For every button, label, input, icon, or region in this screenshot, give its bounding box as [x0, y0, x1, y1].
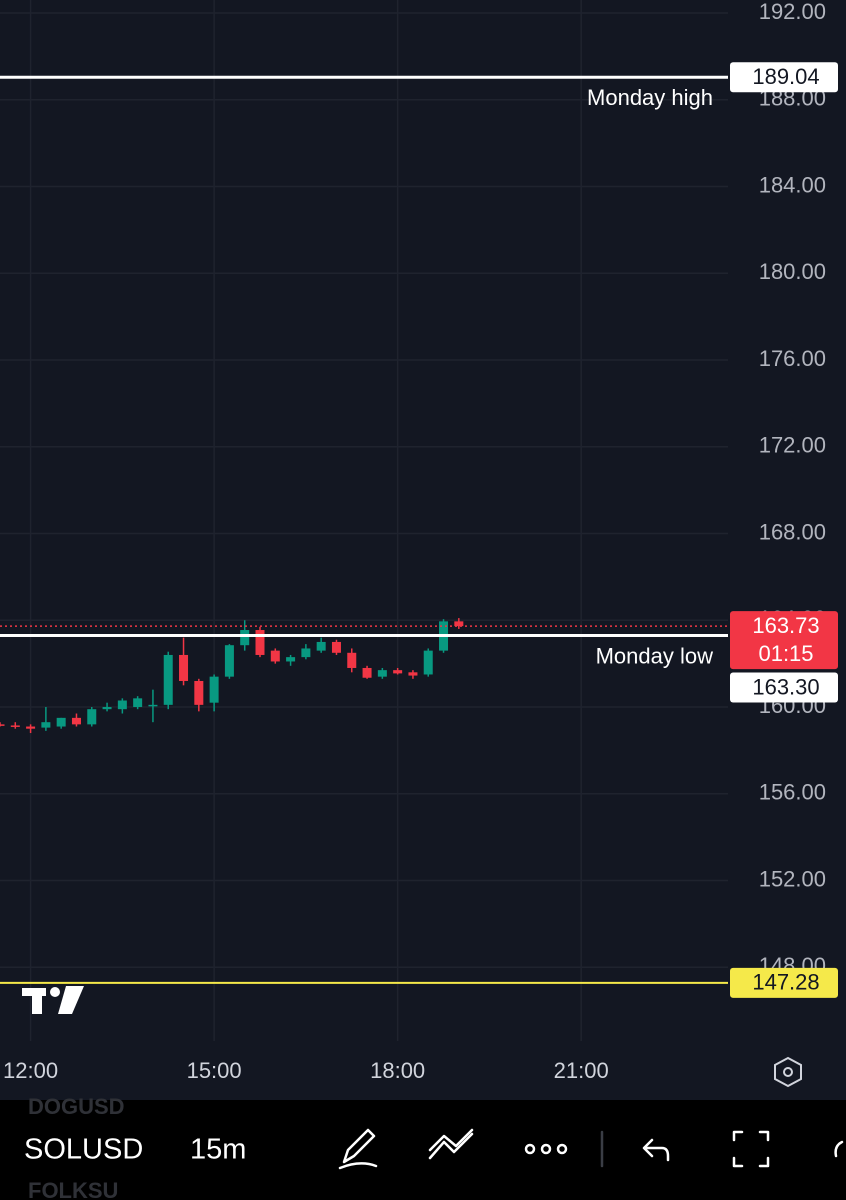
- candle-body: [102, 707, 112, 710]
- candle-body: [148, 704, 158, 707]
- candle-body: [301, 648, 311, 658]
- more-tools-button[interactable]: [834, 1140, 844, 1158]
- y-tick-label: 176.00: [759, 346, 826, 371]
- y-tick-label: 184.00: [759, 172, 826, 197]
- y-tick-label: 152.00: [759, 866, 826, 891]
- x-tick-label: 21:00: [554, 1058, 609, 1083]
- settings-button[interactable]: [774, 1056, 802, 1088]
- candle-body: [393, 670, 403, 674]
- y-tick-label: 192.00: [759, 0, 826, 24]
- logo-part: [50, 987, 60, 997]
- y-tick-label: 180.00: [759, 259, 826, 284]
- indicators-button[interactable]: [428, 1128, 474, 1160]
- more-dot: [540, 1143, 552, 1155]
- logo: [22, 986, 84, 1014]
- candle-body: [347, 652, 357, 668]
- candle-body: [331, 641, 341, 653]
- level-label: 189.04: [752, 64, 819, 89]
- candle-body: [316, 641, 326, 651]
- candle-body: [179, 654, 189, 681]
- level-name: Monday high: [587, 85, 713, 110]
- x-tick-label: 12:00: [3, 1058, 58, 1083]
- level-label: 147.28: [752, 970, 819, 995]
- candle-body: [377, 670, 387, 677]
- candle-body: [362, 667, 372, 678]
- candle-body: [117, 700, 127, 710]
- grid: [0, 0, 728, 1041]
- undo-button[interactable]: [642, 1138, 670, 1162]
- candle-body: [10, 725, 20, 727]
- draw-tool-button[interactable]: [338, 1128, 378, 1170]
- x-tick-label: 18:00: [370, 1058, 425, 1083]
- candle-body: [270, 650, 280, 662]
- fullscreen-button[interactable]: [732, 1130, 770, 1168]
- candle-body: [194, 680, 204, 705]
- watchlist-item[interactable]: FOLKSU: [28, 1178, 118, 1200]
- level-label: 163.30: [752, 674, 819, 699]
- y-tick-label: 156.00: [759, 780, 826, 805]
- candle-body: [423, 650, 433, 675]
- level-label-box: [730, 672, 838, 703]
- watchlist-item[interactable]: DOGUSD: [28, 1094, 125, 1119]
- y-tick-label: 172.00: [759, 433, 826, 458]
- candle-body: [87, 709, 97, 725]
- last-price-box: [730, 611, 838, 670]
- candle-body: [209, 676, 219, 703]
- logo-part: [58, 986, 84, 1014]
- level-label-box: [730, 967, 838, 998]
- x-tick-label: 15:00: [187, 1058, 242, 1083]
- candle-body: [286, 657, 296, 662]
- level-name: Monday low: [596, 643, 714, 668]
- settings-icon: [783, 1067, 793, 1077]
- y-tick-label: 168.00: [759, 519, 826, 544]
- settings-icon: [774, 1056, 802, 1088]
- candle-body: [133, 698, 143, 708]
- candle-body: [0, 724, 5, 726]
- candle-body: [240, 630, 250, 646]
- candle-body: [408, 672, 418, 676]
- plot: Monday high Monday low: [0, 75, 728, 984]
- candle-body: [224, 645, 234, 677]
- candle-body: [71, 717, 81, 725]
- symbol[interactable]: SOLUSD: [24, 1134, 143, 1166]
- candle-body: [26, 726, 36, 729]
- logo-part: [32, 988, 42, 1014]
- candle-body: [255, 630, 265, 655]
- more-dot: [524, 1143, 536, 1155]
- candle-body: [454, 621, 464, 627]
- toolbar: [0, 1100, 846, 1200]
- candle-body: [41, 722, 51, 728]
- level-label-box: [730, 62, 838, 93]
- interval[interactable]: 15m: [190, 1134, 246, 1166]
- candle-body: [56, 717, 66, 727]
- countdown-label: 01:15: [758, 641, 813, 666]
- more-button[interactable]: [524, 1143, 568, 1155]
- candle-body: [163, 654, 173, 705]
- more-dot: [556, 1143, 568, 1155]
- price-axis: 148.00152.00156.00160.00164.00168.00172.…: [730, 0, 838, 998]
- last-price-label: 163.73: [752, 613, 819, 638]
